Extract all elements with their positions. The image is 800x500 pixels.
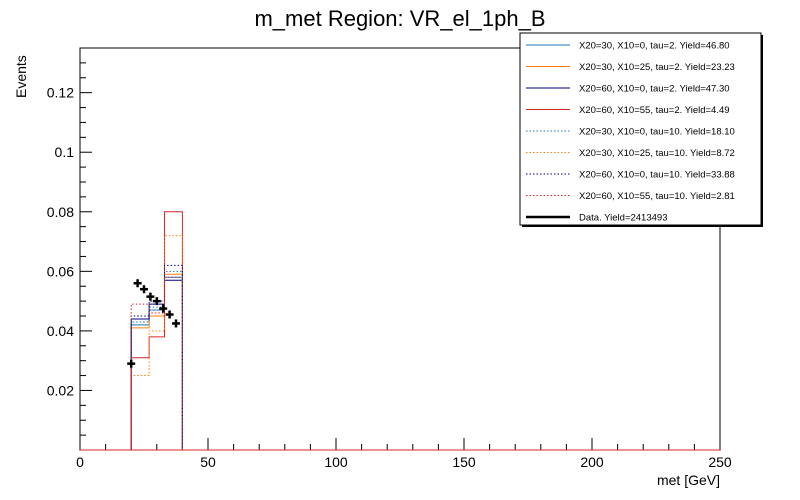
data-points bbox=[127, 279, 180, 368]
legend-label: X20=30, X10=25, tau=2. Yield=23.23 bbox=[579, 62, 735, 73]
x-tick-label: 0 bbox=[76, 454, 84, 470]
data-point bbox=[172, 319, 180, 328]
data-point bbox=[140, 285, 148, 294]
histogram-series-4 bbox=[130, 211, 183, 450]
x-axis: 0 50 100 150 200 250 bbox=[76, 438, 732, 470]
data-point bbox=[159, 304, 168, 313]
data-point bbox=[165, 310, 174, 319]
chart-title: m_met Region: VR_el_1ph_B bbox=[254, 6, 545, 31]
legend-label: X20=60, X10=55, tau=10. Yield=2.81 bbox=[579, 191, 735, 202]
histogram-series bbox=[80, 211, 720, 451]
legend-label: X20=60, X10=55, tau=2. Yield=4.49 bbox=[579, 105, 730, 116]
y-tick-label: 0.04 bbox=[47, 323, 74, 339]
y-tick-label: 0.06 bbox=[47, 263, 74, 279]
legend-label: X20=60, X10=0, tau=10. Yield=33.88 bbox=[579, 170, 735, 181]
x-tick-label: 250 bbox=[708, 454, 732, 470]
y-tick-label: 0.12 bbox=[47, 85, 74, 101]
y-tick-label: 0.02 bbox=[47, 382, 74, 398]
histogram-series-2 bbox=[130, 273, 183, 450]
x-tick-label: 200 bbox=[580, 454, 604, 470]
legend-label: X20=30, X10=0, tau=2. Yield=46.80 bbox=[579, 41, 730, 52]
data-point bbox=[127, 359, 136, 368]
histogram-series-7 bbox=[130, 264, 183, 450]
x-tick-label: 100 bbox=[324, 454, 348, 470]
histogram-series-5 bbox=[130, 270, 183, 450]
histogram-series-8 bbox=[130, 276, 183, 450]
legend-label: X20=60, X10=0, tau=2. Yield=47.30 bbox=[579, 84, 730, 95]
legend-label: X20=30, X10=0, tau=10. Yield=18.10 bbox=[579, 127, 735, 138]
y-axis-title: Events bbox=[13, 55, 29, 98]
x-tick-label: 50 bbox=[200, 454, 216, 470]
data-point bbox=[133, 279, 142, 288]
x-tick-label: 150 bbox=[452, 454, 476, 470]
data-point bbox=[152, 297, 161, 306]
legend: X20=30, X10=0, tau=2. Yield=46.80 X20=30,… bbox=[519, 32, 763, 227]
y-tick-label: 0.1 bbox=[55, 144, 75, 160]
data-point bbox=[146, 292, 155, 301]
legend-label: X20=30, X10=25, tau=10. Yield=8.72 bbox=[579, 148, 735, 159]
legend-label: Data. Yield=2413493 bbox=[579, 213, 667, 224]
x-axis-title: met [GeV] bbox=[657, 472, 720, 488]
y-tick-label: 0.08 bbox=[47, 204, 74, 220]
y-axis: 0.02 0.04 0.06 0.08 0.1 0.12 bbox=[47, 47, 92, 436]
legend-box bbox=[519, 32, 762, 226]
histogram-series-6 bbox=[130, 235, 183, 450]
